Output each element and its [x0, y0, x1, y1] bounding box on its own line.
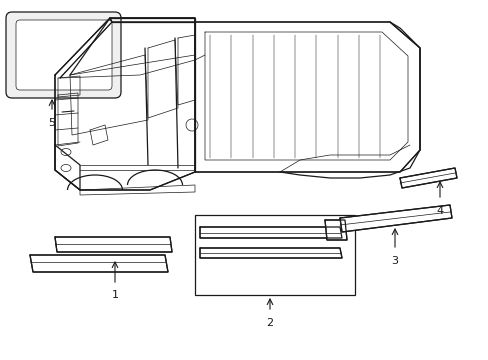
- Polygon shape: [195, 22, 419, 172]
- Polygon shape: [200, 248, 341, 258]
- Text: 5: 5: [48, 118, 55, 128]
- Polygon shape: [399, 168, 456, 188]
- Bar: [195, 215, 354, 295]
- FancyBboxPatch shape: [6, 12, 121, 98]
- Polygon shape: [339, 205, 451, 232]
- FancyBboxPatch shape: [16, 20, 112, 90]
- Polygon shape: [55, 237, 172, 252]
- Polygon shape: [325, 220, 346, 240]
- Polygon shape: [200, 227, 341, 238]
- Text: 2: 2: [266, 318, 273, 328]
- Polygon shape: [55, 18, 195, 190]
- Text: 4: 4: [436, 206, 443, 216]
- Polygon shape: [30, 255, 168, 272]
- Text: 1: 1: [111, 290, 118, 300]
- Text: 3: 3: [391, 256, 398, 266]
